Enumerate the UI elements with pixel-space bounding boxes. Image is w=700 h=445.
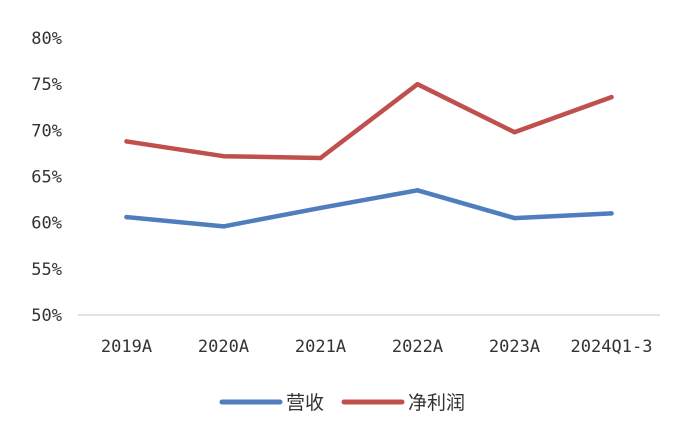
y-tick-label: 60% [31,214,62,234]
y-axis-tick-labels: 50% 55% 60% 65% 70% 75% 80% [31,29,62,326]
y-tick-label: 65% [31,168,62,188]
series-lines [124,81,614,229]
y-tick-label: 80% [31,29,62,49]
data-point [318,205,323,211]
data-point [415,188,420,193]
data-point [512,215,517,221]
data-point [221,153,226,159]
x-tick-label: 2023A [489,337,540,357]
series-line-2 [124,81,614,161]
data-point [124,139,129,144]
y-tick-label: 50% [31,306,62,326]
x-tick-label: 2020A [198,337,249,357]
data-point [609,94,614,100]
y-tick-label: 55% [31,260,62,280]
x-axis-tick-labels: 2019A 2020A 2021A 2022A 2023A 2024Q1-3 [101,337,653,357]
series-line-1 [124,188,614,229]
x-tick-label: 2021A [295,337,346,357]
legend-label: 营收 [286,392,324,414]
y-tick-label: 75% [31,75,62,95]
x-tick-label: 2024Q1-3 [571,337,653,357]
y-tick-label: 70% [31,121,62,141]
x-tick-label: 2022A [392,337,443,357]
data-point [318,155,323,161]
data-point [221,224,226,229]
legend-label: 净利润 [408,392,465,414]
data-point [124,214,129,220]
x-tick-label: 2019A [101,337,152,357]
legend: 营收 净利润 [219,392,465,414]
data-point [512,129,517,135]
data-point [609,211,614,216]
data-point [415,81,420,87]
